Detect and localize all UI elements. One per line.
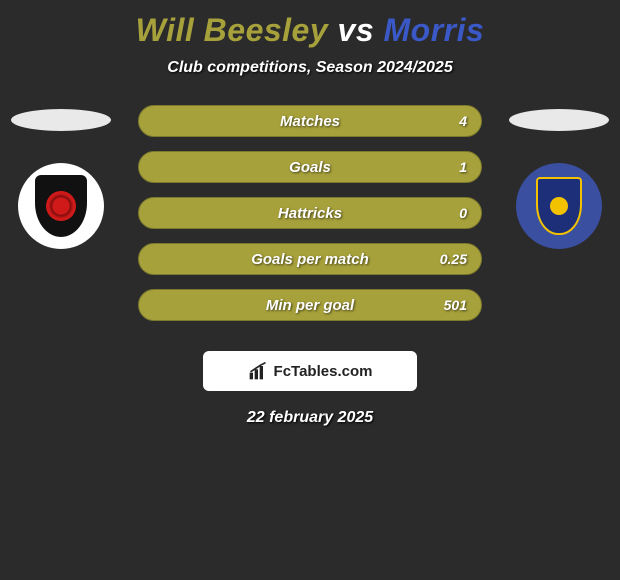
stat-label: Goals xyxy=(289,159,331,176)
stat-value: 0.25 xyxy=(440,251,467,267)
player-b-name: Morris xyxy=(384,12,485,48)
player-b-column xyxy=(504,105,614,249)
date-label: 22 february 2025 xyxy=(0,409,620,427)
crest-shape xyxy=(35,175,87,237)
stat-label: Goals per match xyxy=(251,251,369,268)
stat-value: 1 xyxy=(459,159,467,175)
stat-label: Min per goal xyxy=(266,297,354,314)
player-a-ellipse xyxy=(11,109,111,131)
stat-pill-mpg: Min per goal 501 xyxy=(138,289,482,321)
page-title: Will Beesley vs Morris xyxy=(0,0,620,49)
subtitle: Club competitions, Season 2024/2025 xyxy=(0,59,620,77)
stat-pill-matches: Matches 4 xyxy=(138,105,482,137)
stat-label: Matches xyxy=(280,113,340,130)
opponent-badge xyxy=(516,163,602,249)
bars-icon xyxy=(248,361,268,381)
rose-icon xyxy=(46,191,76,221)
stat-pill-stack: Matches 4 Goals 1 Hattricks 0 Goals per … xyxy=(138,105,482,321)
stat-pill-goals: Goals 1 xyxy=(138,151,482,183)
stat-value: 501 xyxy=(444,297,467,313)
player-a-name: Will Beesley xyxy=(136,12,328,48)
stat-value: 4 xyxy=(459,113,467,129)
brand-label: FcTables.com xyxy=(274,363,373,380)
chorley-fc-badge xyxy=(18,163,104,249)
crest-shape xyxy=(536,177,582,235)
stat-pill-hattricks: Hattricks 0 xyxy=(138,197,482,229)
player-a-column xyxy=(6,105,116,249)
player-b-ellipse xyxy=(509,109,609,131)
stat-label: Hattricks xyxy=(278,205,342,222)
vs-label: vs xyxy=(338,12,375,48)
comparison-panel: Matches 4 Goals 1 Hattricks 0 Goals per … xyxy=(0,105,620,427)
stat-value: 0 xyxy=(459,205,467,221)
stat-pill-gpm: Goals per match 0.25 xyxy=(138,243,482,275)
brand-badge[interactable]: FcTables.com xyxy=(203,351,417,391)
